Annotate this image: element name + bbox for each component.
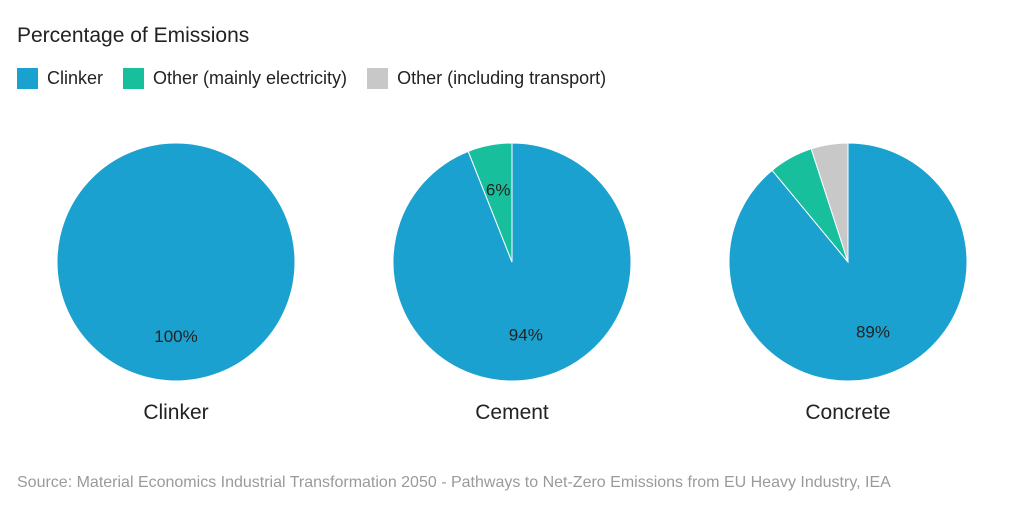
data-label-clinker-clinker: 100% <box>154 327 197 346</box>
pie-slice-cement-other-mainly-electricity <box>467 142 513 263</box>
pie-slice-cement-clinker <box>392 142 632 382</box>
pie-name-concrete: Concrete <box>805 401 890 424</box>
chart-title: Percentage of Emissions <box>17 24 250 47</box>
legend-item-transport: Other (including transport) <box>367 68 606 89</box>
legend-label-transport: Other (including transport) <box>397 68 607 88</box>
data-label-cement-other-mainly-electricity: 6% <box>486 181 511 200</box>
legend-swatch-clinker <box>17 68 38 89</box>
legend-swatch-electricity <box>123 68 145 89</box>
pie-slice-concrete-other-including-transport <box>810 142 849 263</box>
pie-clinker: 100% Clinker <box>56 142 296 424</box>
data-label-cement-clinker: 94% <box>509 325 543 344</box>
legend-item-electricity: Other (mainly electricity) <box>123 68 347 89</box>
data-label-concrete-clinker: 89% <box>856 322 890 341</box>
source-note: Source: Material Economics Industrial Tr… <box>17 474 891 491</box>
pie-name-cement: Cement <box>475 401 549 424</box>
legend-label-electricity: Other (mainly electricity) <box>153 68 348 88</box>
legend-label-clinker: Clinker <box>47 68 104 88</box>
pie-concrete: 89% Concrete <box>728 142 968 424</box>
pie-slice-clinker-clinker <box>56 142 296 382</box>
pie-cement: 94% 6% Cement <box>392 142 632 424</box>
legend-swatch-transport <box>367 68 389 89</box>
chart-legend: Clinker Other (mainly electricity) Other… <box>17 68 626 89</box>
pie-name-clinker: Clinker <box>143 401 208 424</box>
legend-item-clinker: Clinker <box>17 68 103 89</box>
